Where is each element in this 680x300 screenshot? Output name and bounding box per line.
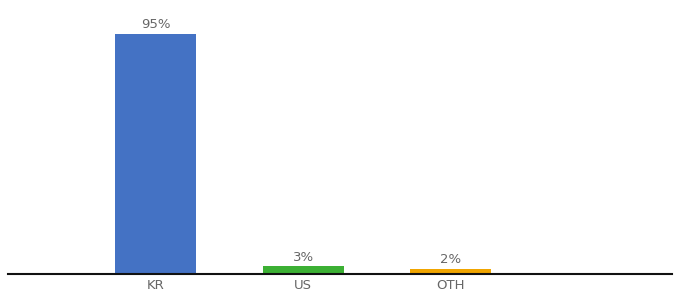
Bar [115, 34, 197, 274]
Bar [262, 266, 343, 274]
Text: 95%: 95% [141, 18, 171, 31]
Text: 3%: 3% [292, 251, 313, 264]
Bar [410, 269, 491, 274]
Text: 2%: 2% [440, 253, 461, 266]
